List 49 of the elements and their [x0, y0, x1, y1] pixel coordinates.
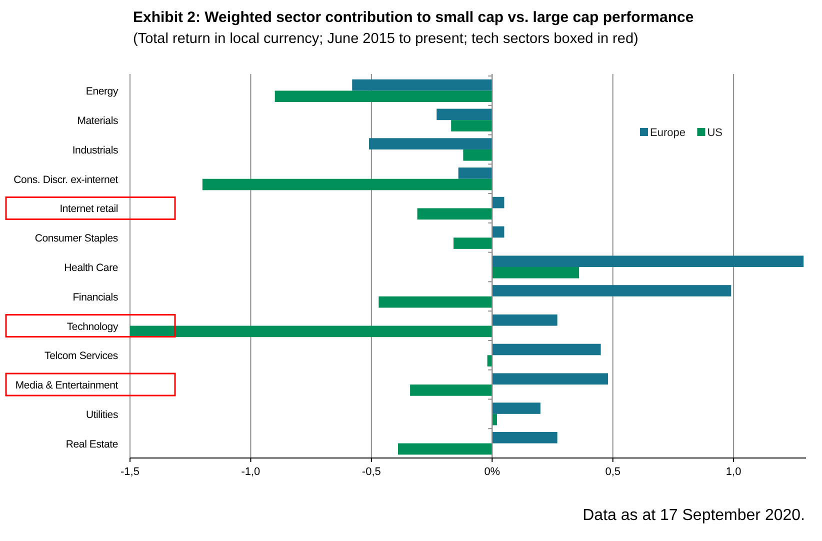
- y-tick-label: Health Care: [64, 262, 118, 274]
- bar: [202, 178, 492, 190]
- y-tick-label: Financials: [72, 291, 118, 304]
- x-tick-label: -1,5: [120, 466, 140, 478]
- bar: [378, 296, 492, 308]
- x-tick-label: 0,5: [605, 466, 621, 478]
- bar: [130, 326, 492, 338]
- bar: [454, 238, 492, 249]
- y-tick-label: Media & Entertainment: [15, 380, 118, 392]
- bar: [398, 443, 492, 455]
- bar: [436, 108, 492, 120]
- bar: [492, 226, 504, 238]
- y-tick-label: Consumer Staples: [34, 232, 118, 245]
- x-tick-label: 1,0: [726, 466, 742, 478]
- y-tick-label: Utilities: [86, 408, 118, 421]
- y-tick-label: Industrials: [72, 144, 118, 156]
- bar: [492, 256, 804, 267]
- bar: [451, 120, 492, 132]
- bar: [492, 414, 497, 426]
- bar: [369, 138, 492, 150]
- bar: [492, 402, 540, 414]
- y-tick-label: Materials: [77, 115, 118, 128]
- legend-label: US: [707, 127, 722, 139]
- y-tick-label: Telcom Services: [44, 350, 118, 362]
- bar: [492, 314, 558, 326]
- bar: [352, 79, 492, 91]
- bar: [458, 168, 492, 179]
- bar: [492, 267, 580, 278]
- bar: [463, 149, 492, 161]
- y-tick-label: Real Estate: [66, 438, 118, 450]
- y-tick-label: Energy: [86, 86, 119, 98]
- bar: [492, 285, 732, 296]
- bar: [417, 208, 492, 220]
- bar: [492, 344, 601, 356]
- chart-title: Exhibit 2: Weighted sector contribution to small cap vs. large cap performance: [133, 9, 694, 26]
- bar: [274, 90, 492, 102]
- legend-label: Europe: [650, 127, 686, 139]
- x-tick-label: -0,5: [362, 466, 381, 478]
- x-tick-label: 0%: [484, 466, 500, 478]
- text: Data as at 17 September 2020.: [582, 507, 805, 524]
- bar: [410, 384, 492, 396]
- bar: [492, 196, 504, 208]
- x-tick-label: -1,0: [241, 466, 260, 478]
- y-tick-label: Internet retail: [60, 203, 118, 216]
- bar: [492, 432, 558, 444]
- y-tick-label: Technology: [66, 320, 119, 333]
- y-tick-label: Cons. Discr. ex-internet: [14, 174, 118, 186]
- chart-subtitle: (Total return in local currency; June 2015 to present; tech sectors boxed in red): [133, 31, 638, 47]
- bar: [492, 373, 608, 385]
